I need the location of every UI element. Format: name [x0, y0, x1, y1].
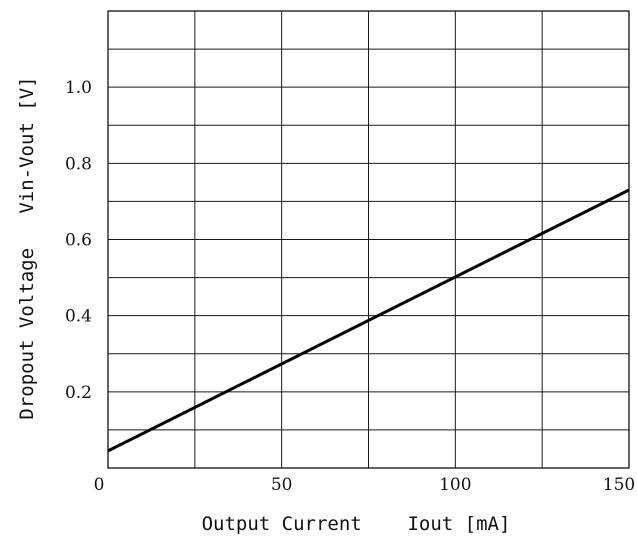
x-tick-label: 50: [271, 475, 293, 495]
y-tick-label: 1.0: [65, 78, 92, 98]
series-line: [107, 188, 630, 453]
x-tick-label: 150: [603, 475, 635, 495]
y-tick-label: 0.8: [65, 154, 92, 174]
x-tick-label: 100: [439, 475, 471, 495]
x-axis-label: Output Current Iout [mA]: [202, 513, 511, 535]
x-tick-label: 0: [94, 475, 105, 495]
grid-lines: [107, 10, 630, 469]
y-axis-label: Dropout Voltage Vin-Vout [V]: [16, 76, 38, 419]
y-tick-labels: 0.2 0.4 0.6 0.8 1.0: [65, 78, 92, 403]
series-layer: [107, 188, 630, 453]
x-tick-labels: 0 50 100 150: [94, 475, 636, 495]
y-tick-label: 0.4: [65, 307, 92, 327]
y-tick-label: 0.2: [65, 383, 92, 403]
y-tick-label: 0.6: [65, 231, 92, 251]
plot-frame: [107, 10, 630, 469]
